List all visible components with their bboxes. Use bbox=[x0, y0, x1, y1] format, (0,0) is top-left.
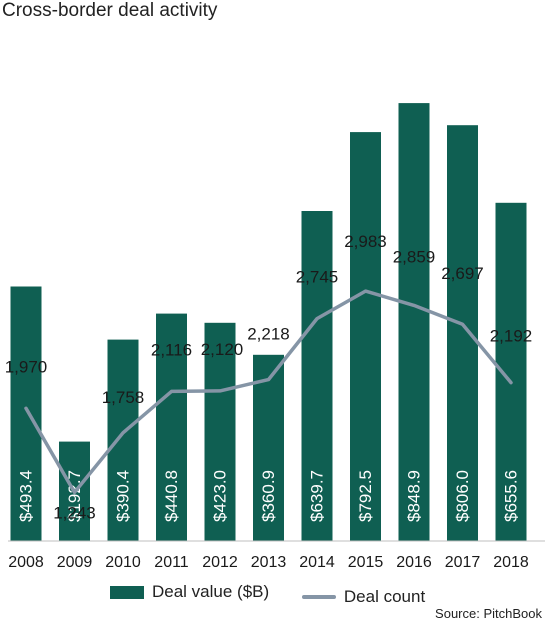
line-label-2018: 2,192 bbox=[490, 327, 533, 346]
bar-2014 bbox=[301, 211, 333, 541]
bar-label-2015: $792.5 bbox=[356, 470, 375, 522]
bar-2015 bbox=[350, 132, 381, 541]
x-axis-tick-labels: 2008 2009 2010 2011 2012 2013 2014 2015 2016 2017… bbox=[8, 554, 529, 571]
source-note: Source: PitchBook bbox=[435, 606, 542, 621]
bar-series bbox=[10, 103, 527, 542]
bar-label-2011: $440.8 bbox=[162, 470, 181, 522]
bar-2012 bbox=[204, 322, 236, 541]
x-tick-2011: 2011 bbox=[154, 554, 189, 571]
legend-label-deal-value: Deal value ($B) bbox=[152, 582, 270, 601]
legend: Deal value ($B) Deal count bbox=[110, 582, 453, 607]
bar-label-2014: $639.7 bbox=[308, 470, 327, 522]
x-tick-2016: 2016 bbox=[396, 554, 432, 571]
x-tick-2014: 2014 bbox=[299, 554, 335, 571]
legend-swatch-line bbox=[301, 594, 336, 599]
line-label-2016: 2,859 bbox=[393, 247, 436, 266]
line-label-2010: 1,758 bbox=[102, 388, 145, 407]
bar-label-2008: $493.4 bbox=[17, 470, 36, 522]
x-tick-2018: 2018 bbox=[493, 554, 529, 571]
legend-swatch-bar bbox=[110, 585, 144, 599]
bar-label-2018: $655.6 bbox=[502, 470, 521, 522]
bar-label-2016: $848.9 bbox=[405, 470, 424, 522]
x-tick-2013: 2013 bbox=[251, 554, 287, 571]
line-label-2008: 1,970 bbox=[5, 357, 48, 376]
line-label-2012: 2,120 bbox=[201, 340, 244, 359]
line-label-2009: 1,243 bbox=[53, 503, 96, 522]
x-tick-2012: 2012 bbox=[202, 554, 238, 571]
bar-2008 bbox=[10, 286, 42, 541]
x-tick-2008: 2008 bbox=[8, 554, 44, 571]
chart-title: Cross-border deal activity bbox=[2, 0, 218, 21]
bar-label-2017: $806.0 bbox=[453, 470, 472, 522]
x-tick-2015: 2015 bbox=[348, 554, 384, 571]
bar-2013 bbox=[253, 354, 284, 541]
line-label-2013: 2,218 bbox=[247, 325, 290, 344]
x-tick-2010: 2010 bbox=[105, 554, 141, 571]
line-label-2011: 2,116 bbox=[151, 340, 192, 359]
x-tick-2009: 2009 bbox=[57, 554, 93, 571]
line-series bbox=[24, 289, 513, 495]
legend-label-deal-count: Deal count bbox=[343, 586, 426, 606]
deal-count-line bbox=[24, 289, 513, 495]
bar-label-2012: $423.0 bbox=[211, 470, 230, 522]
line-label-2014: 2,745 bbox=[296, 268, 339, 287]
x-tick-2017: 2017 bbox=[445, 554, 481, 571]
bar-label-2013: $360.9 bbox=[259, 470, 278, 522]
legend-item-deal-count: Deal count bbox=[301, 586, 426, 607]
bar-2017 bbox=[447, 125, 478, 541]
line-label-2015: 2,983 bbox=[344, 232, 387, 251]
bar-2011 bbox=[156, 313, 187, 541]
legend-item-deal-value: Deal value ($B) bbox=[110, 582, 269, 602]
bar-2010 bbox=[107, 339, 139, 541]
bar-label-2010: $390.4 bbox=[114, 470, 133, 522]
bar-2016 bbox=[398, 103, 430, 541]
line-label-2017: 2,697 bbox=[441, 264, 484, 283]
